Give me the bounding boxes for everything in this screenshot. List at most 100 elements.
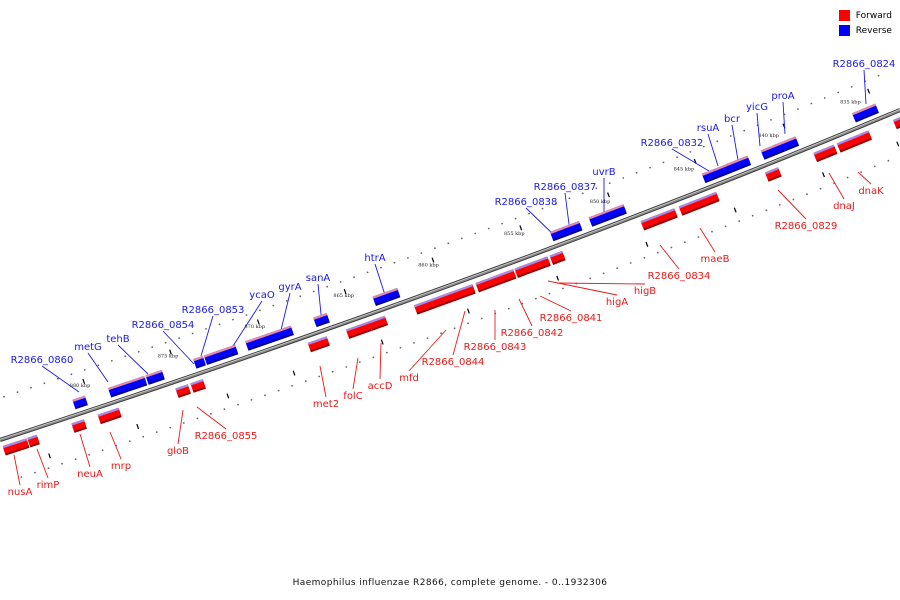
forward-gene-label[interactable]: met2 (313, 399, 339, 410)
tick-mark (48, 453, 51, 459)
scale-dot (528, 212, 530, 215)
reverse-gene-label[interactable]: sanA (306, 273, 331, 284)
forward-gene-R2866_0842[interactable] (368, 315, 389, 331)
forward-gene-label[interactable]: maeB (701, 254, 730, 265)
reverse-gene-bcr[interactable] (726, 155, 752, 174)
feature-highlight (145, 369, 163, 378)
forward-gene-accD[interactable] (519, 256, 551, 277)
reverse-gene-proA[interactable] (773, 136, 800, 155)
forward-gene-higB[interactable] (190, 379, 206, 393)
scale-dot (413, 342, 415, 344)
forward-gene-label[interactable]: R2866_0834 (648, 271, 711, 282)
feature-face (2, 438, 29, 454)
feature-face (852, 103, 879, 121)
forward-gene-label[interactable]: R2866_0844 (422, 357, 485, 368)
feature-highlight (562, 221, 580, 230)
forward-gene-nusA[interactable] (892, 116, 900, 130)
forward-gene-dnaK[interactable] (2, 438, 30, 456)
forward-gene-label[interactable]: R2866_0843 (464, 342, 527, 353)
scale-dot (568, 197, 571, 200)
forward-gene-higA[interactable] (307, 336, 330, 353)
reverse-gene-yicG[interactable] (760, 144, 779, 160)
reverse-gene-label[interactable]: yicG (746, 102, 768, 113)
forward-gene-label[interactable]: higB (634, 286, 656, 297)
reverse-gene-R2866_0832[interactable] (701, 169, 718, 184)
feature-highlight (203, 344, 236, 358)
forward-gene-label[interactable]: dnaK (858, 186, 884, 197)
reverse-gene-metG[interactable] (72, 395, 88, 410)
reverse-gene-uvrB[interactable] (588, 204, 627, 227)
forward-gene-R2866_0834[interactable] (175, 384, 191, 398)
reverse-gene-label[interactable]: proA (771, 91, 794, 102)
forward-gene-label[interactable]: mrp (111, 461, 131, 472)
forward-gene-label[interactable]: R2866_0829 (775, 221, 838, 232)
reverse-gene-label[interactable]: uvrB (592, 167, 615, 178)
forward-gene-label[interactable]: neuA (77, 469, 103, 480)
reverse-gene-rsuA[interactable] (712, 163, 731, 179)
forward-gene-dnaJ[interactable] (27, 434, 40, 448)
reverse-gene-label[interactable]: R2866_0824 (833, 59, 896, 70)
reverse-gene-leader (200, 315, 214, 357)
reverse-gene-label[interactable]: R2866_0838 (495, 197, 558, 208)
forward-gene-label[interactable]: higA (606, 297, 628, 308)
scale-dot (535, 297, 537, 300)
reverse-gene-R2866_0854[interactable] (145, 369, 165, 385)
reverse-gene-label[interactable]: metG (74, 342, 102, 353)
reverse-gene-label[interactable]: R2866_0832 (641, 138, 704, 149)
forward-gene-label[interactable]: mfd (399, 373, 419, 384)
forward-gene-met2[interactable] (555, 250, 566, 263)
scale-dot (810, 102, 813, 105)
forward-gene-label[interactable]: R2866_0841 (540, 313, 603, 324)
reverse-gene-htrA[interactable] (372, 287, 401, 307)
forward-gene-rimP[interactable] (836, 130, 873, 153)
reverse-gene-label[interactable]: gyrA (278, 282, 301, 293)
forward-gene-label[interactable]: dnaJ (833, 201, 855, 212)
scale-dot (555, 202, 557, 205)
scale-dot (264, 394, 266, 397)
reverse-gene-label[interactable]: R2866_0854 (132, 320, 195, 331)
reverse-gene-label[interactable]: htrA (364, 253, 385, 264)
reverse-gene-tehB[interactable] (108, 375, 148, 398)
forward-gene-label[interactable]: gloB (167, 446, 189, 457)
scale-dot (487, 227, 490, 230)
forward-gene-label[interactable]: accD (368, 381, 393, 392)
forward-gene-label[interactable]: R2866_0842 (501, 328, 564, 339)
forward-gene-label[interactable]: R2866_0855 (195, 431, 258, 442)
feature-face (764, 167, 781, 180)
feature-face (203, 344, 238, 364)
forward-gene-R2866_0841[interactable] (345, 321, 372, 339)
forward-gene-neuA[interactable] (813, 144, 838, 163)
forward-gene-leader (556, 282, 646, 285)
reverse-gene-R2866_0837[interactable] (562, 221, 583, 237)
reverse-gene-sanA[interactable] (313, 313, 330, 328)
scale-dot (191, 332, 194, 335)
reverse-gene-label[interactable]: R2866_0837 (534, 182, 597, 193)
reverse-gene-label[interactable]: R2866_0853 (182, 305, 245, 316)
forward-gene-label[interactable]: folC (343, 391, 362, 402)
reverse-gene-label[interactable]: bcr (724, 114, 741, 125)
reverse-gene-label[interactable]: R2866_0860 (11, 355, 74, 366)
tick-mark (867, 88, 871, 94)
feature-highlight (588, 204, 625, 220)
reverse-gene-R2866_0853[interactable] (193, 355, 206, 369)
forward-gene-label[interactable]: rimP (37, 480, 60, 491)
forward-gene-R2866_0843[interactable] (414, 284, 476, 315)
forward-gene-gloB[interactable] (678, 191, 720, 216)
forward-gene-mrp[interactable] (764, 167, 782, 182)
legend-forward: Forward (838, 8, 892, 23)
reverse-gene-gyrA[interactable] (245, 325, 294, 351)
reverse-gene-label[interactable]: tehB (106, 334, 129, 345)
forward-gene-label[interactable]: nusA (8, 487, 33, 498)
reverse-gene-R2866_0824[interactable] (852, 103, 879, 123)
forward-gene-maeB[interactable] (97, 407, 122, 425)
reverse-gene-label[interactable]: ycaO (249, 290, 275, 301)
forward-gene-R2866_0844[interactable] (475, 269, 517, 293)
reverse-gene-leader (279, 292, 291, 335)
forward-gene-R2866_0829[interactable] (71, 419, 87, 433)
forward-gene-R2866_0855[interactable] (640, 208, 678, 231)
reverse-gene-ycaO[interactable] (203, 344, 239, 365)
reverse-gene-R2866_0838[interactable] (549, 227, 567, 242)
reverse-gene-label[interactable]: rsuA (697, 123, 720, 134)
feature-highlight (678, 191, 717, 209)
feature-highlight (712, 163, 728, 172)
